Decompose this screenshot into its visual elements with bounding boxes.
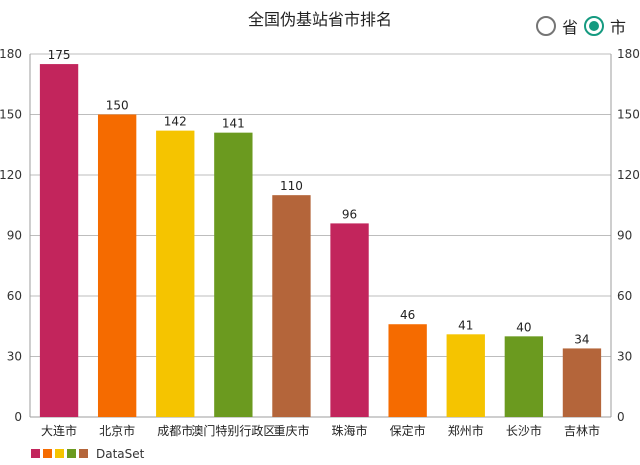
y-tick-label-left: 150 bbox=[0, 108, 22, 122]
chart-title: 全国伪基站省市排名 bbox=[247, 10, 392, 29]
city-radio-icon[interactable] bbox=[583, 16, 604, 36]
legend-label: DataSet bbox=[96, 447, 145, 461]
bar bbox=[39, 64, 79, 417]
province-option[interactable]: 省 bbox=[535, 14, 578, 38]
data-label: 96 bbox=[342, 207, 357, 221]
y-tick-label-right: 30 bbox=[617, 350, 632, 364]
data-label: 110 bbox=[280, 179, 303, 193]
legend-swatch bbox=[55, 449, 64, 458]
bar bbox=[330, 223, 369, 417]
x-tick-label: 长沙市 bbox=[506, 423, 542, 438]
data-label: 34 bbox=[574, 332, 589, 346]
x-tick-label: 成都市 bbox=[157, 423, 193, 438]
x-tick-label: 大连市 bbox=[41, 423, 77, 438]
y-tick-label-right: 120 bbox=[617, 168, 640, 182]
legend: DataSet bbox=[31, 446, 144, 462]
x-tick-label: 郑州市 bbox=[448, 423, 484, 438]
legend-swatch bbox=[31, 449, 40, 458]
y-tick-label-right: 60 bbox=[617, 289, 632, 303]
x-tick-label: 保定市 bbox=[390, 423, 426, 438]
y-tick-label-left: 120 bbox=[0, 168, 22, 182]
legend-swatch bbox=[43, 449, 52, 458]
x-tick-label: 重庆市 bbox=[273, 423, 309, 438]
y-tick-label-right: 150 bbox=[617, 108, 640, 122]
x-tick-label: 珠海市 bbox=[332, 423, 368, 438]
y-tick-label-right: 0 bbox=[617, 410, 625, 424]
legend-swatch bbox=[67, 449, 76, 458]
x-tick-label: 澳门特别行政区 bbox=[191, 423, 275, 438]
data-label: 150 bbox=[106, 99, 129, 113]
data-label: 41 bbox=[458, 318, 473, 332]
province-radio-icon[interactable] bbox=[535, 16, 556, 36]
y-tick-label-left: 0 bbox=[14, 410, 22, 424]
bar bbox=[97, 114, 137, 417]
bar bbox=[214, 132, 253, 417]
y-tick-label-left: 180 bbox=[0, 47, 22, 61]
data-label: 40 bbox=[516, 320, 531, 334]
x-tick-label: 北京市 bbox=[99, 423, 135, 438]
data-label: 142 bbox=[164, 115, 187, 129]
y-tick-label-right: 180 bbox=[617, 47, 640, 61]
city-label: 市 bbox=[609, 18, 626, 37]
city-option[interactable]: 市 bbox=[583, 14, 626, 38]
province-label: 省 bbox=[561, 18, 578, 37]
bar bbox=[504, 336, 544, 417]
data-label: 141 bbox=[222, 117, 245, 131]
y-tick-label-right: 90 bbox=[617, 229, 632, 243]
x-tick-label: 吉林市 bbox=[564, 423, 600, 438]
bar bbox=[388, 324, 427, 417]
bar bbox=[562, 348, 602, 417]
data-label: 175 bbox=[48, 48, 71, 62]
bar bbox=[156, 130, 195, 417]
bar bbox=[446, 334, 485, 417]
y-tick-label-left: 90 bbox=[7, 229, 22, 243]
legend-swatch bbox=[79, 449, 88, 458]
data-label: 46 bbox=[400, 308, 415, 322]
bar bbox=[272, 195, 311, 417]
legend-swatches bbox=[31, 447, 91, 461]
province-city-toggle: 省 市 bbox=[535, 11, 626, 41]
y-tick-label-left: 30 bbox=[7, 350, 22, 364]
y-tick-label-left: 60 bbox=[7, 289, 22, 303]
